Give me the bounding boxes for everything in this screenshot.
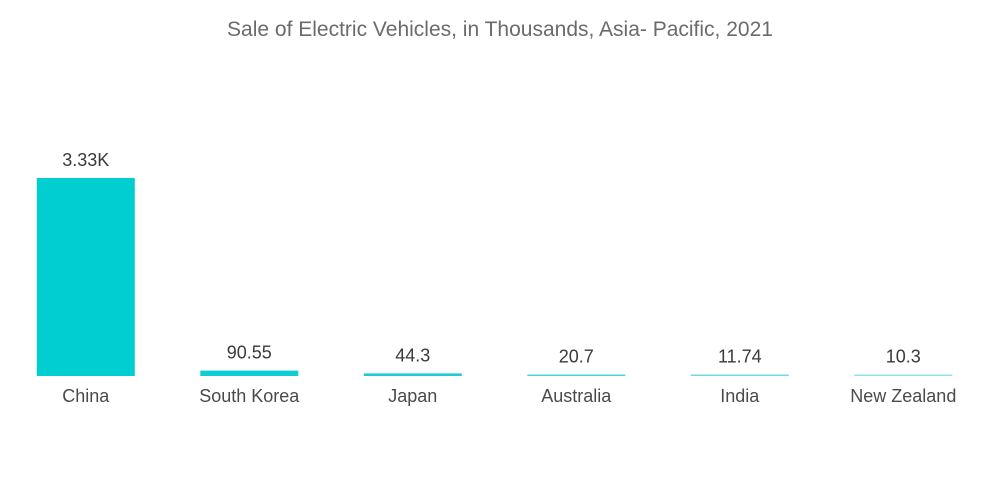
bar-china (36, 178, 135, 376)
value-label: 3.33K (62, 150, 109, 170)
chart-title: Sale of Electric Vehicles, in Thousands,… (227, 18, 773, 41)
bar-south-korea (200, 370, 299, 376)
category-label: India (720, 386, 760, 406)
category-label: Japan (388, 386, 437, 406)
bar-new-zealand (854, 374, 953, 376)
value-label: 20.7 (559, 347, 594, 367)
bar-australia (527, 374, 626, 376)
value-label: 44.3 (395, 345, 430, 365)
bar-india (690, 374, 789, 376)
bar-japan (363, 373, 462, 376)
category-label: South Korea (199, 386, 300, 406)
value-label: 10.3 (886, 347, 921, 367)
category-label: China (62, 386, 110, 406)
category-label: New Zealand (850, 386, 956, 406)
value-label: 90.55 (227, 343, 272, 363)
value-label: 11.74 (718, 347, 762, 367)
category-label: Australia (541, 386, 612, 406)
